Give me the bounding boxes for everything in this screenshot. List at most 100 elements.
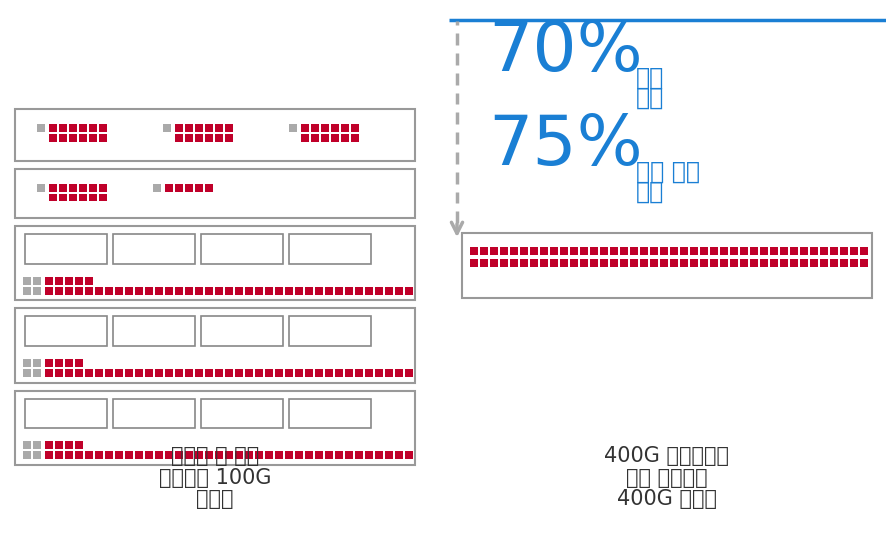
Text: 집선 라우터로: 집선 라우터로 bbox=[626, 468, 707, 488]
Bar bbox=[254, 287, 263, 295]
Bar bbox=[610, 247, 618, 255]
Bar bbox=[175, 287, 183, 295]
Bar bbox=[275, 287, 283, 295]
Bar bbox=[33, 277, 41, 285]
Bar bbox=[315, 287, 323, 295]
Bar bbox=[659, 247, 667, 255]
Bar bbox=[165, 287, 173, 295]
Bar bbox=[49, 194, 57, 201]
Bar bbox=[709, 259, 717, 267]
Bar bbox=[225, 124, 233, 132]
Bar bbox=[540, 259, 548, 267]
Bar bbox=[394, 451, 402, 459]
Bar bbox=[165, 369, 173, 377]
Bar bbox=[175, 134, 183, 142]
Bar bbox=[15, 109, 415, 161]
Bar bbox=[65, 277, 73, 285]
Bar bbox=[89, 184, 97, 191]
Bar bbox=[829, 247, 837, 255]
Bar bbox=[113, 399, 195, 428]
Bar bbox=[99, 184, 107, 191]
Bar bbox=[579, 259, 587, 267]
Bar bbox=[144, 451, 152, 459]
Bar bbox=[65, 359, 73, 367]
Text: 최적화: 최적화 bbox=[196, 490, 234, 509]
Text: 400G 코히어런트: 400G 코히어런트 bbox=[604, 446, 728, 466]
Bar bbox=[669, 259, 677, 267]
Bar bbox=[55, 287, 63, 295]
Bar bbox=[689, 259, 697, 267]
Bar bbox=[769, 259, 777, 267]
Bar bbox=[95, 451, 103, 459]
Bar bbox=[45, 287, 53, 295]
Bar bbox=[59, 184, 67, 191]
Bar bbox=[789, 247, 797, 255]
Bar bbox=[225, 369, 233, 377]
Bar bbox=[152, 184, 161, 191]
Bar bbox=[79, 134, 87, 142]
Bar bbox=[201, 234, 283, 264]
Bar bbox=[284, 287, 292, 295]
Bar bbox=[89, 124, 97, 132]
Bar bbox=[849, 259, 857, 267]
Bar bbox=[839, 247, 847, 255]
Bar bbox=[15, 226, 415, 300]
Bar bbox=[610, 259, 618, 267]
Bar bbox=[205, 287, 213, 295]
Bar bbox=[155, 287, 163, 295]
Bar bbox=[23, 287, 31, 295]
Bar bbox=[385, 451, 392, 459]
Bar bbox=[649, 259, 657, 267]
Bar bbox=[214, 134, 222, 142]
Bar bbox=[540, 247, 548, 255]
Bar bbox=[225, 134, 233, 142]
Bar bbox=[819, 259, 827, 267]
Bar bbox=[214, 369, 222, 377]
Bar bbox=[340, 134, 348, 142]
Bar bbox=[49, 184, 57, 191]
Bar bbox=[185, 287, 193, 295]
Bar bbox=[579, 247, 587, 255]
Bar bbox=[79, 194, 87, 201]
Bar bbox=[462, 233, 871, 298]
Bar bbox=[55, 441, 63, 449]
Bar bbox=[699, 259, 707, 267]
Bar bbox=[75, 359, 83, 367]
Bar bbox=[254, 451, 263, 459]
Bar bbox=[33, 441, 41, 449]
Bar bbox=[649, 247, 657, 255]
Bar bbox=[175, 184, 183, 191]
Bar bbox=[15, 169, 415, 218]
Bar bbox=[155, 451, 163, 459]
Bar bbox=[195, 134, 203, 142]
Bar bbox=[839, 259, 847, 267]
Bar bbox=[89, 134, 97, 142]
Bar bbox=[195, 369, 203, 377]
Bar bbox=[245, 451, 253, 459]
Bar bbox=[640, 247, 648, 255]
Bar bbox=[335, 369, 343, 377]
Bar bbox=[85, 287, 93, 295]
Bar bbox=[75, 287, 83, 295]
Bar bbox=[65, 369, 73, 377]
Bar bbox=[284, 451, 292, 459]
Bar bbox=[549, 247, 557, 255]
Bar bbox=[205, 184, 213, 191]
Bar bbox=[351, 134, 359, 142]
Bar bbox=[470, 247, 478, 255]
Bar bbox=[289, 124, 297, 132]
Bar bbox=[225, 287, 233, 295]
Bar bbox=[115, 287, 123, 295]
Bar bbox=[289, 234, 370, 264]
Bar bbox=[489, 259, 497, 267]
Bar bbox=[345, 287, 353, 295]
Bar bbox=[680, 259, 688, 267]
Bar bbox=[559, 247, 567, 255]
Bar bbox=[115, 369, 123, 377]
Bar bbox=[640, 259, 648, 267]
Bar bbox=[340, 124, 348, 132]
Bar bbox=[205, 124, 213, 132]
Bar bbox=[99, 194, 107, 201]
Bar bbox=[305, 287, 313, 295]
Bar bbox=[530, 247, 538, 255]
